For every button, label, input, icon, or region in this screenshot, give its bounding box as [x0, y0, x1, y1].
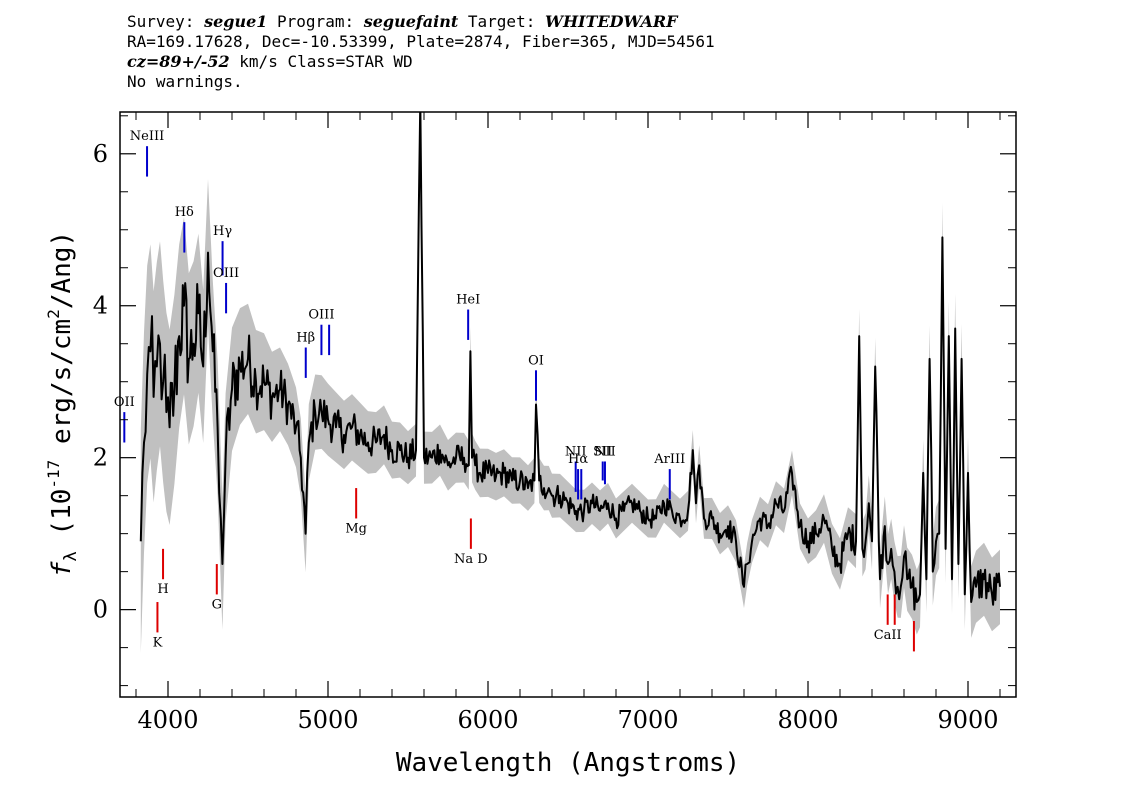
emission-line-label-13: NII — [594, 444, 616, 459]
header-line-warnings: No warnings. — [127, 72, 243, 91]
emission-line-label-14: ArIII — [653, 452, 685, 467]
emission-line-label-12: SII — [593, 444, 612, 459]
target-label: Target: — [458, 12, 545, 31]
x-tick-label-4: 8000 — [777, 706, 838, 734]
emission-line-label-15: OII — [114, 395, 135, 410]
spectral-line-markers: NeIIIHδHγOIIIHβOIIIHeIOINIIHαSIINIIArIII… — [114, 129, 915, 652]
x-tick-label-0: 4000 — [137, 706, 198, 734]
absorption-line-label-5: CaII — [874, 628, 902, 643]
absorption-line-label-1: H — [157, 582, 168, 597]
y-tick-label-0: 0 — [93, 596, 108, 624]
axis-ticks: 4000 5000 6000 7000 8000 9000 0 2 4 6 — [93, 112, 1016, 734]
x-tick-label-1: 5000 — [297, 706, 358, 734]
emission-line-label-0: NeIII — [130, 129, 164, 144]
program-label: Program: — [267, 12, 364, 31]
error-band — [140, 112, 1000, 653]
y-axis-title: fλ (10-17 erg/s/cm2/Ang) — [44, 231, 81, 577]
absorption-line-label-0: K — [153, 635, 163, 650]
x-axis-title: Wavelength (Angstroms) — [396, 748, 740, 778]
emission-line-label-7: HeI — [456, 293, 480, 308]
header-line-coordinates: RA=169.17628, Dec=-10.53399, Plate=2874,… — [127, 32, 715, 51]
y-tick-label-3: 6 — [93, 140, 108, 168]
survey-value: segue1 — [204, 12, 268, 31]
y-axis-title-area-exponent: 2 — [44, 309, 63, 319]
emission-line-label-10: Hα — [568, 452, 588, 467]
target-value: WHITEDWARF — [544, 12, 678, 31]
header-line-redshift: cz=89+/-52 km/s Class=STAR WD — [127, 52, 715, 72]
flux-line — [139, 112, 1001, 611]
emission-line-label-5: OIII — [308, 308, 334, 323]
emission-line-label-9: NII — [565, 444, 587, 459]
x-tick-label-2: 6000 — [457, 706, 518, 734]
program-value: seguefaint — [363, 12, 459, 31]
absorption-line-label-3: Mg — [345, 521, 367, 536]
y-tick-label-2: 4 — [93, 292, 108, 320]
flux-line-layer — [139, 112, 1001, 611]
emission-line-label-2: Hγ — [213, 224, 232, 239]
y-axis-title-subscript: λ — [61, 551, 81, 561]
emission-line-label-8: OI — [528, 353, 544, 368]
y-axis-title-units: erg/s/cm — [47, 319, 77, 460]
redshift-value: cz=89+/-52 — [127, 52, 230, 71]
emission-line-label-4: Hβ — [296, 331, 315, 346]
plot-frame — [119, 111, 1017, 698]
y-axis-title-exponent: -17 — [44, 460, 63, 489]
emission-line-label-1: Hδ — [175, 205, 194, 220]
spectrum-header: Survey: segue1 Program: seguefaint Targe… — [127, 12, 715, 92]
y-axis-title-scale: (10 — [47, 489, 77, 552]
x-tick-label-3: 7000 — [617, 706, 678, 734]
y-axis-title-per-angstrom: /Ang) — [47, 231, 77, 309]
error-band-layer — [140, 112, 1000, 653]
emission-line-label-3: OIII — [213, 266, 239, 281]
class-value: km/s Class=STAR WD — [229, 52, 413, 71]
absorption-line-label-2: G — [212, 597, 222, 612]
y-tick-label-1: 2 — [93, 444, 108, 472]
absorption-line-label-4: Na D — [454, 552, 488, 567]
x-tick-label-5: 9000 — [937, 706, 998, 734]
survey-label: Survey: — [127, 12, 205, 31]
header-line-survey: Survey: segue1 Program: seguefaint Targe… — [127, 12, 715, 32]
y-axis-title-symbol: f — [47, 561, 77, 577]
